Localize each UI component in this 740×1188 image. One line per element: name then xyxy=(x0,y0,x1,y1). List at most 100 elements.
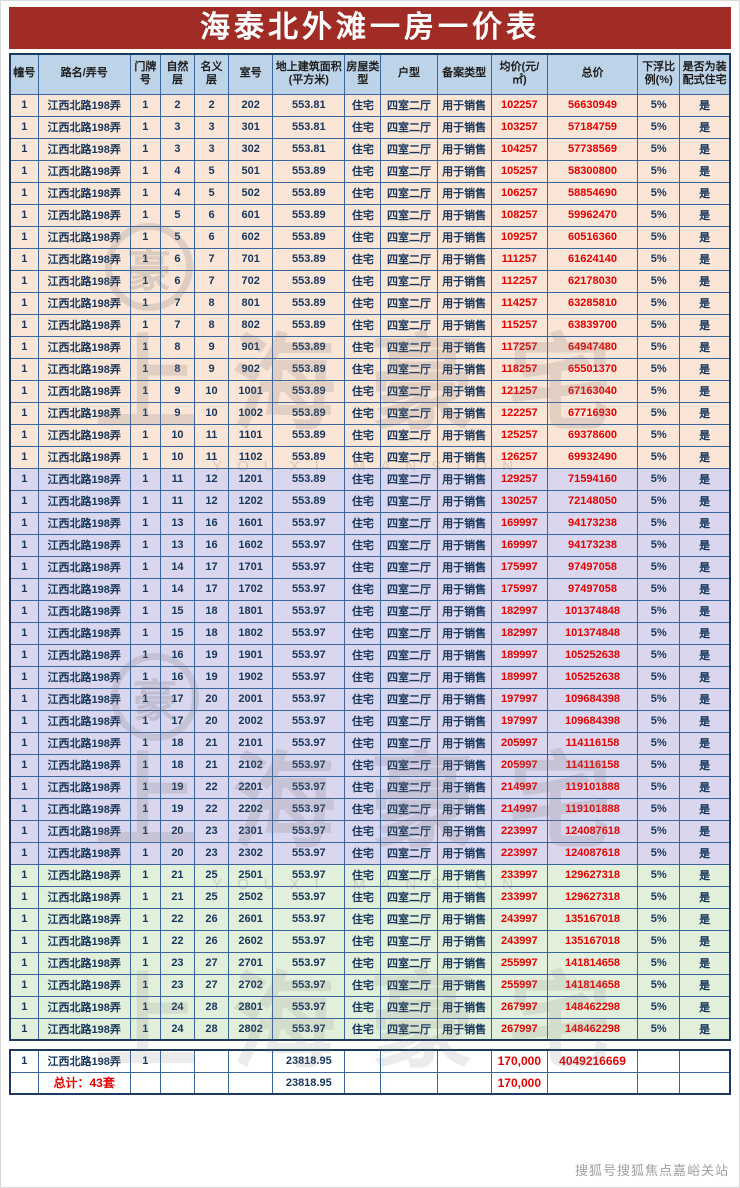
cell: 1 xyxy=(129,665,161,689)
cell: 江西北路198弄 xyxy=(37,93,131,117)
cell: 1 xyxy=(9,577,39,601)
cell: 72148050 xyxy=(546,489,639,513)
cell: 是 xyxy=(679,159,731,183)
cell xyxy=(159,1049,195,1073)
cell: 住宅 xyxy=(344,863,382,887)
cell: 553.97 xyxy=(272,885,346,909)
cell: 1 xyxy=(129,137,161,161)
cell: 用于销售 xyxy=(436,885,492,909)
cell: 16 xyxy=(193,511,230,535)
cell: 1 xyxy=(9,995,39,1019)
cell: 5 xyxy=(193,181,230,205)
cell: 20 xyxy=(159,841,195,865)
cell: 61624140 xyxy=(546,247,639,271)
cell: 223997 xyxy=(490,841,548,865)
cell: 18 xyxy=(193,621,230,645)
cell: 1 xyxy=(129,1017,161,1041)
cell: 23 xyxy=(159,973,195,997)
cell: 8 xyxy=(193,291,230,315)
cell: 205997 xyxy=(490,731,548,755)
cell: 江西北路198弄 xyxy=(37,115,131,139)
cell: 用于销售 xyxy=(436,379,492,403)
cell: 住宅 xyxy=(344,357,382,381)
cell: 205997 xyxy=(490,753,548,777)
cell: 4049216669 xyxy=(546,1049,639,1073)
cell: 是 xyxy=(679,973,731,997)
cell: 四室二厅 xyxy=(380,643,438,667)
cell: 6 xyxy=(193,203,230,227)
cell: 是 xyxy=(679,1017,731,1041)
cell: 住宅 xyxy=(344,929,382,953)
cell: 用于销售 xyxy=(436,423,492,447)
cell: 用于销售 xyxy=(436,797,492,821)
cell: 11 xyxy=(193,423,230,447)
cell: 用于销售 xyxy=(436,577,492,601)
cell: 是 xyxy=(679,621,731,645)
header-row: 幢号 路名/弄号 门牌号 自然层 名义层 室号 地上建筑面积(平方米) 房屋类型 户型 备案类型均… xyxy=(9,53,731,95)
cell: 江西北路198弄 xyxy=(37,709,131,733)
cell: 197997 xyxy=(490,709,548,733)
cell: 江西北路198弄 xyxy=(37,951,131,975)
cell: 四室二厅 xyxy=(380,621,438,645)
cell xyxy=(637,1071,681,1095)
cell: 119101888 xyxy=(546,775,639,799)
cell: 是 xyxy=(679,753,731,777)
cell: 住宅 xyxy=(344,379,382,403)
sohu-credit: 搜狐号搜狐焦点嘉峪关站 xyxy=(574,1163,729,1178)
cell: 江西北路198弄 xyxy=(37,489,131,513)
cell: 5% xyxy=(637,313,681,337)
column-header: 幢号 xyxy=(9,53,39,95)
cell: 553.89 xyxy=(272,203,346,227)
cell: 1 xyxy=(129,445,161,469)
cell: 601 xyxy=(228,203,274,227)
cell: 1 xyxy=(129,643,161,667)
cell: 1 xyxy=(129,401,161,425)
cell: 1 xyxy=(9,753,39,777)
cell: 175997 xyxy=(490,577,548,601)
cell xyxy=(546,1071,639,1095)
cell: 住宅 xyxy=(344,313,382,337)
cell: 四室二厅 xyxy=(380,687,438,711)
cell: 553.89 xyxy=(272,467,346,491)
cell: 住宅 xyxy=(344,907,382,931)
cell: 住宅 xyxy=(344,797,382,821)
table-row: 1 江西北路198弄 1 3 3 302 553.81 住宅 四室二厅 用于销售 104257 577… xyxy=(9,137,731,161)
cell: 27 xyxy=(193,951,230,975)
cell: 1 xyxy=(9,467,39,491)
table-row: 1 江西北路198弄 1 21 25 2502 553.97 住宅 四室二厅 用于销售 233997… xyxy=(9,885,731,909)
cell: 1 xyxy=(129,247,161,271)
cell: 是 xyxy=(679,137,731,161)
cell: 江西北路198弄 xyxy=(37,423,131,447)
cell: 用于销售 xyxy=(436,533,492,557)
cell: 1 xyxy=(9,621,39,645)
cell: 用于销售 xyxy=(436,709,492,733)
cell: 江西北路198弄 xyxy=(37,247,131,271)
table-row: 1 江西北路198弄 1 17 20 2002 553.97 住宅 四室二厅 用于销售 197997… xyxy=(9,709,731,733)
cell: 21 xyxy=(159,863,195,887)
cell: 5% xyxy=(637,951,681,975)
table-row: 1 江西北路198弄 1 22 26 2602 553.97 住宅 四室二厅 用于销售 243997… xyxy=(9,929,731,953)
cell: 四室二厅 xyxy=(380,731,438,755)
cell: 四室二厅 xyxy=(380,599,438,623)
table-row: 1 江西北路198弄 1 7 8 801 553.89 住宅 四室二厅 用于销售 114257 632… xyxy=(9,291,731,315)
cell: 119101888 xyxy=(546,797,639,821)
cell: 1 xyxy=(129,159,161,183)
cell: 17 xyxy=(193,555,230,579)
cell: 2101 xyxy=(228,731,274,755)
cell: 121257 xyxy=(490,379,548,403)
cell: 553.97 xyxy=(272,577,346,601)
cell: 1 xyxy=(9,1049,39,1073)
cell: 17 xyxy=(193,577,230,601)
cell: 111257 xyxy=(490,247,548,271)
cell: 553.81 xyxy=(272,93,346,117)
cell: 用于销售 xyxy=(436,819,492,843)
cell: 住宅 xyxy=(344,709,382,733)
cell: 5% xyxy=(637,533,681,557)
cell: 25 xyxy=(193,885,230,909)
cell: 197997 xyxy=(490,687,548,711)
cell: 四室二厅 xyxy=(380,533,438,557)
cell: 用于销售 xyxy=(436,115,492,139)
cell: 114116158 xyxy=(546,753,639,777)
cell: 1 xyxy=(9,401,39,425)
cell: 19 xyxy=(193,643,230,667)
